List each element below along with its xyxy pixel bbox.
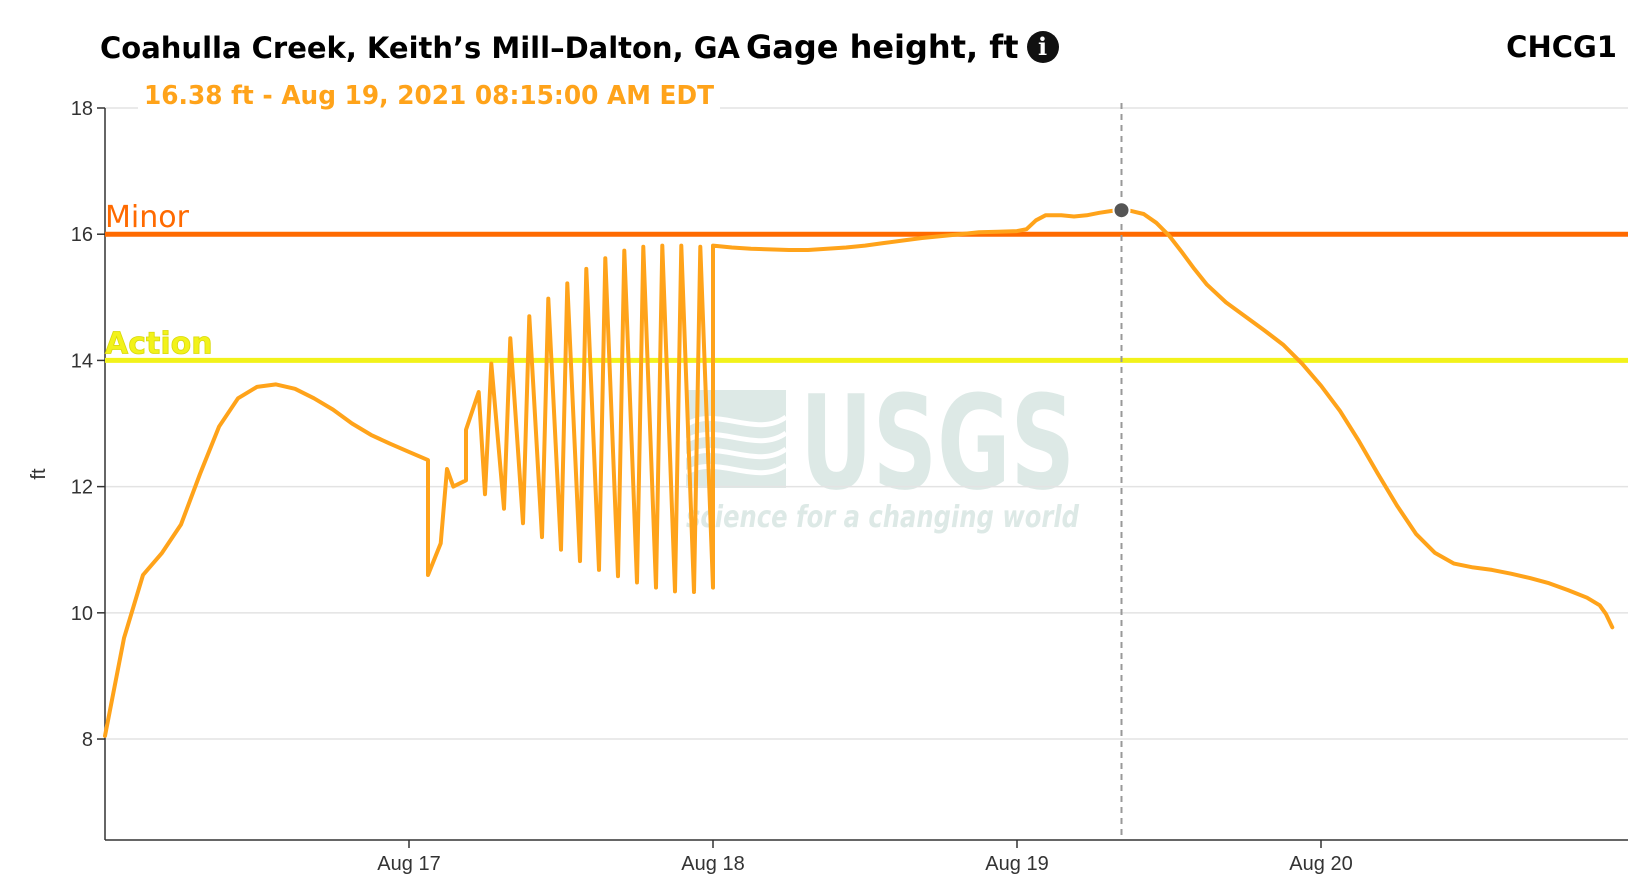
flood-thresholds: Minor Action: [105, 200, 1628, 363]
y-axis-label: ft: [28, 468, 50, 480]
hover-marker: [1112, 201, 1131, 220]
threshold-label: Action: [105, 326, 213, 361]
x-tick-label: Aug 19: [985, 853, 1048, 875]
parameter-name: Gage height, ft: [745, 28, 1019, 66]
y-tick-label: 12: [71, 477, 93, 499]
hover-tooltip: 16.38 ft - Aug 19, 2021 08:15:00 AM EDT: [144, 81, 714, 111]
threshold-label: Minor: [105, 200, 190, 235]
y-tick-label: 14: [71, 350, 93, 372]
usgs-watermark-logo: USGS: [800, 367, 1075, 519]
x-tick-label: Aug 20: [1289, 853, 1352, 875]
usgs-watermark: USGS science for a changing world: [684, 367, 1079, 535]
info-icon[interactable]: i: [1026, 31, 1059, 63]
site-name: Coahulla Creek, Keith’s Mill–Dalton, GA: [100, 31, 740, 65]
station-id: CHCG1: [1506, 30, 1617, 64]
x-axis-ticks: Aug 17 Aug 18 Aug 19 Aug 20: [377, 840, 1353, 875]
x-tick-label: Aug 17: [377, 853, 440, 875]
usgs-wave-logo: [684, 390, 788, 488]
gage-height-line: [103, 208, 1615, 738]
usgs-watermark-tagline: science for a changing world: [686, 500, 1079, 535]
x-tick-label: Aug 18: [681, 853, 744, 875]
y-tick-label: 10: [71, 603, 93, 625]
y-tick-label: 16: [71, 224, 93, 246]
y-tick-label: 8: [82, 729, 93, 751]
chart-title-row: Coahulla Creek, Keith’s Mill–Dalton, GA G…: [100, 28, 1059, 66]
tooltip-background: [138, 76, 720, 112]
y-axis-ticks: 8 10 12 14 16 18: [71, 98, 105, 751]
y-tick-label: 18: [71, 98, 93, 120]
